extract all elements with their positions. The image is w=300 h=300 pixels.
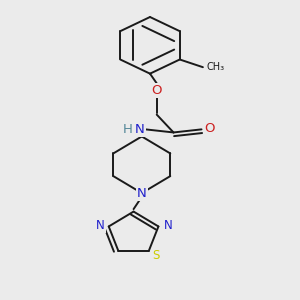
Text: CH₃: CH₃: [207, 62, 225, 72]
Text: N: N: [164, 219, 172, 232]
Text: N: N: [96, 219, 105, 232]
Text: N: N: [137, 187, 147, 200]
Text: H: H: [123, 123, 133, 136]
Text: O: O: [205, 122, 215, 135]
Text: N: N: [135, 123, 145, 136]
Text: S: S: [152, 249, 159, 262]
Text: O: O: [152, 84, 162, 97]
